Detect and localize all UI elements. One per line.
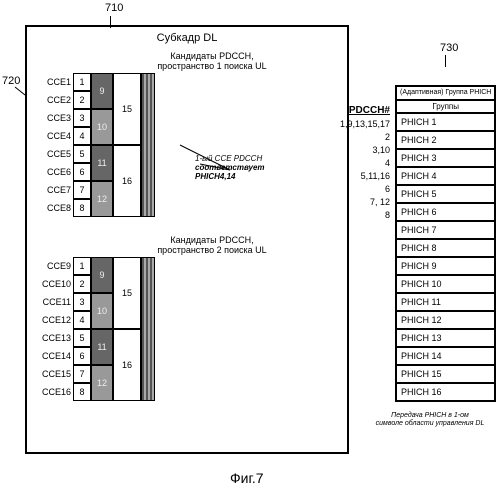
cce-num-cell: 5 — [73, 145, 91, 163]
cce-block-2: CCE9CCE10CCE11CCE12CCE13CCE14CCE15CCE16 … — [35, 257, 347, 401]
block1-t1: Кандидаты PDCCH, — [77, 51, 347, 61]
phich-header: (Адаптивная) Группа PHICH — [396, 86, 495, 100]
phich-row: PHICH 9 — [396, 257, 495, 275]
cce-col2-cell: 11 — [91, 329, 113, 365]
cce-label: CCE10 — [35, 275, 73, 293]
note-cce-phich: 1-ый CCE PDCCH соответствует PHICH4,14 — [195, 155, 305, 181]
block2-t1: Кандидаты PDCCH, — [77, 235, 347, 245]
cce-label: CCE13 — [35, 329, 73, 347]
pdcch-row: 5,11,16 — [310, 171, 390, 181]
cce-num-cell: 2 — [73, 91, 91, 109]
callout-720: 720 — [2, 75, 20, 87]
cce-col2-cell: 10 — [91, 109, 113, 145]
cce-label: CCE4 — [35, 127, 73, 145]
pdcch-header: PDCCH# — [310, 105, 390, 116]
block1-t2: пространство 1 поиска UL — [77, 61, 347, 71]
pdcch-row: 2 — [310, 132, 390, 142]
phich-row: PHICH 16 — [396, 383, 495, 401]
cce-col3-cell: 16 — [113, 145, 141, 217]
block2-t2: пространство 2 поиска UL — [77, 245, 347, 255]
cce-col3-cell: 15 — [113, 73, 141, 145]
cce-num-cell: 3 — [73, 293, 91, 311]
callout-730: 730 — [440, 42, 458, 54]
pdcch-row: 4 — [310, 158, 390, 168]
phich-row: PHICH 7 — [396, 221, 495, 239]
block1-title: Кандидаты PDCCH, пространство 1 поиска U… — [77, 51, 347, 71]
phich-row: PHICH 3 — [396, 149, 495, 167]
cce-label: CCE15 — [35, 365, 73, 383]
cce-col2-cell: 10 — [91, 293, 113, 329]
cce-col2-cell: 12 — [91, 365, 113, 401]
callout-710: 710 — [105, 2, 123, 14]
cce-col2-cell: 11 — [91, 145, 113, 181]
cce-num-cell: 8 — [73, 199, 91, 217]
cce-num-cell: 7 — [73, 181, 91, 199]
cce-col2-cell: 12 — [91, 181, 113, 217]
pdcch-row: 3,10 — [310, 145, 390, 155]
cce-num-cell: 6 — [73, 347, 91, 365]
phich-row: PHICH 6 — [396, 203, 495, 221]
cce-block-1: CCE1CCE2CCE3CCE4CCE5CCE6CCE7CCE8 1234567… — [35, 73, 347, 217]
phich-row: PHICH 15 — [396, 365, 495, 383]
cce-label: CCE16 — [35, 383, 73, 401]
cce-label: CCE1 — [35, 73, 73, 91]
cce-num-cell: 1 — [73, 257, 91, 275]
pdcch-row: 8 — [310, 210, 390, 220]
phich-row: PHICH 1 — [396, 113, 495, 131]
phich-row: PHICH 13 — [396, 329, 495, 347]
cce-col2-cell: 9 — [91, 257, 113, 293]
figure-caption: Фиг.7 — [230, 470, 264, 486]
cce-label: CCE8 — [35, 199, 73, 217]
cce-col4-cell — [141, 73, 155, 217]
cce-num-cell: 8 — [73, 383, 91, 401]
cce-col3-cell: 15 — [113, 257, 141, 329]
cce-label: CCE3 — [35, 109, 73, 127]
phich-row: PHICH 8 — [396, 239, 495, 257]
cce-num-cell: 2 — [73, 275, 91, 293]
note1b: соответствует PHICH4,14 — [195, 164, 305, 182]
cce-num-cell: 5 — [73, 329, 91, 347]
pdcch-row: 1,9,13,15,17 — [310, 119, 390, 129]
cce-label: CCE5 — [35, 145, 73, 163]
block2-title: Кандидаты PDCCH, пространство 2 поиска U… — [77, 235, 347, 255]
note2a: Передача PHICH в 1-ом — [365, 412, 495, 420]
phich-table: (Адаптивная) Группа PHICH Группы PHICH 1… — [395, 85, 496, 402]
cce-label: CCE7 — [35, 181, 73, 199]
cce-num-cell: 4 — [73, 127, 91, 145]
pdcch-row: 6 — [310, 184, 390, 194]
cce-label: CCE12 — [35, 311, 73, 329]
tick-line — [445, 55, 452, 67]
pdcch-list: PDCCH# 1,9,13,15,17 2 3,10 4 5,11,16 6 7, 12 8 — [310, 105, 390, 223]
subframe-box: Субкадр DL Кандидаты PDCCH, пространство… — [25, 25, 349, 454]
cce-label: CCE2 — [35, 91, 73, 109]
phich-subheader: Группы — [396, 100, 495, 113]
phich-row: PHICH 14 — [396, 347, 495, 365]
cce-label: CCE6 — [35, 163, 73, 181]
phich-row: PHICH 5 — [396, 185, 495, 203]
cce-num-cell: 1 — [73, 73, 91, 91]
cce-col2-cell: 9 — [91, 73, 113, 109]
phich-row: PHICH 10 — [396, 275, 495, 293]
phich-row: PHICH 4 — [396, 167, 495, 185]
note-transmission: Передача PHICH в 1-ом символе области уп… — [365, 412, 495, 427]
cce-label: CCE14 — [35, 347, 73, 365]
phich-row: PHICH 11 — [396, 293, 495, 311]
cce-label: CCE9 — [35, 257, 73, 275]
cce-num-cell: 6 — [73, 163, 91, 181]
cce-col4-cell — [141, 257, 155, 401]
phich-row: PHICH 12 — [396, 311, 495, 329]
pdcch-row: 7, 12 — [310, 197, 390, 207]
cce-num-cell: 3 — [73, 109, 91, 127]
phich-row: PHICH 2 — [396, 131, 495, 149]
cce-num-cell: 7 — [73, 365, 91, 383]
subframe-title: Субкадр DL — [27, 27, 347, 46]
note2b: символе области управления DL — [365, 420, 495, 428]
cce-label: CCE11 — [35, 293, 73, 311]
cce-num-cell: 4 — [73, 311, 91, 329]
cce-col3-cell: 16 — [113, 329, 141, 401]
